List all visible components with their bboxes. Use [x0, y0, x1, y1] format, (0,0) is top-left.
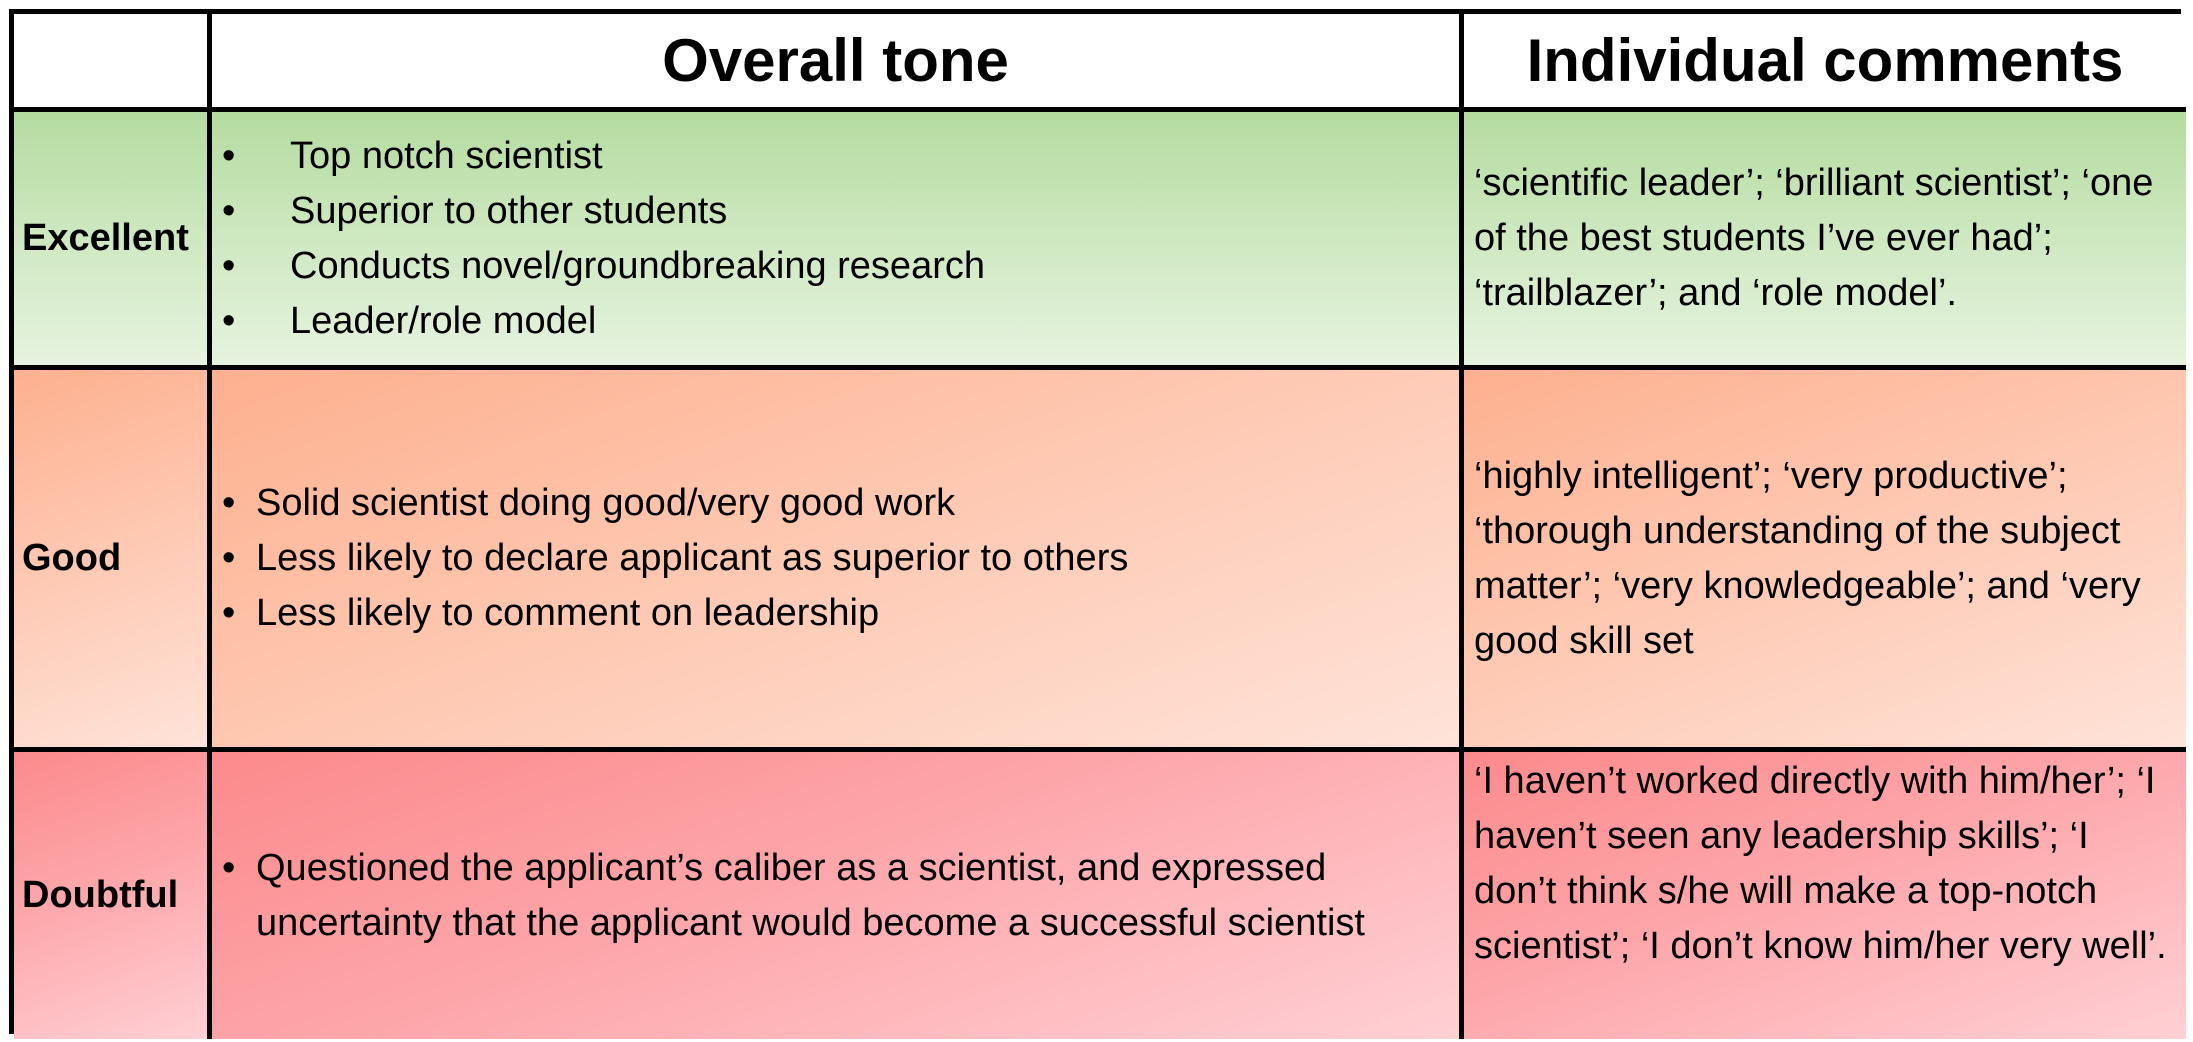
list-item: • Less likely to declare applicant as sup…	[212, 531, 1459, 586]
row-label-excellent: Excellent	[14, 112, 212, 370]
list-item-text: Superior to other students	[290, 189, 728, 232]
bullet-icon: •	[222, 482, 236, 524]
comments-cell-excellent: ‘scientific leader’; ‘brilliant scientis…	[1464, 112, 2186, 370]
bullet-icon: •	[222, 134, 236, 177]
row-label-good: Good	[14, 370, 212, 752]
bullet-icon: •	[222, 189, 236, 232]
list-item: • Conducts novel/groundbreaking research	[212, 239, 1459, 294]
comments-text: ‘scientific leader’; ‘brilliant scientis…	[1474, 162, 2154, 314]
list-item-text: Less likely to comment on leadership	[256, 592, 880, 634]
row-label-text: Excellent	[22, 217, 189, 259]
list-item: • Solid scientist doing good/very good wo…	[212, 476, 1459, 531]
bullet-icon: •	[222, 592, 236, 634]
bullet-icon: •	[222, 537, 236, 579]
list-item: • Questioned the applicant’s caliber as a…	[212, 841, 1459, 951]
list-item: • Top notch scientist	[212, 129, 1459, 184]
row-label-text: Doubtful	[22, 874, 179, 916]
list-item-text: Conducts novel/groundbreaking research	[290, 244, 985, 287]
list-item-text: Less likely to declare applicant as supe…	[256, 537, 1129, 579]
list-item: • Less likely to comment on leadership	[212, 586, 1459, 641]
corner-header-cell	[14, 14, 212, 112]
list-item-text: Solid scientist doing good/very good wor…	[256, 482, 956, 524]
list-item-text: Questioned the applicant’s caliber as a …	[256, 846, 1365, 944]
list-item: • Superior to other students	[212, 184, 1459, 239]
overall-tone-header: Overall tone	[212, 14, 1464, 112]
list-item-text: Leader/role model	[290, 299, 597, 342]
list-item: • Leader/role model	[212, 294, 1459, 349]
individual-comments-header-text: Individual comments	[1526, 27, 2124, 94]
comments-cell-good: ‘highly intelligent’; ‘very productive’;…	[1464, 370, 2186, 752]
row-label-text: Good	[22, 537, 122, 579]
tone-list-excellent: • Top notch scientist • Superior to other …	[212, 129, 1459, 349]
bullet-icon: •	[222, 299, 236, 342]
comments-cell-doubtful: ‘I haven’t worked directly with him/her’…	[1464, 752, 2186, 1039]
bullet-icon: •	[222, 846, 236, 889]
row-label-doubtful: Doubtful	[14, 752, 212, 1039]
individual-comments-header: Individual comments	[1464, 14, 2186, 112]
tone-list-good: • Solid scientist doing good/very good wo…	[212, 476, 1459, 641]
comments-text: ‘I haven’t worked directly with him/her’…	[1474, 760, 2167, 967]
tone-cell-doubtful: • Questioned the applicant’s caliber as a…	[212, 752, 1464, 1039]
tone-cell-excellent: • Top notch scientist • Superior to other …	[212, 112, 1464, 370]
tone-list-doubtful: • Questioned the applicant’s caliber as a…	[212, 841, 1459, 951]
overall-tone-header-text: Overall tone	[662, 27, 1009, 94]
bullet-icon: •	[222, 244, 236, 287]
tone-cell-good: • Solid scientist doing good/very good wo…	[212, 370, 1464, 752]
reference-tone-table: Overall tone Individual comments Excelle…	[9, 9, 2186, 1039]
list-item-text: Top notch scientist	[290, 134, 603, 177]
comments-text: ‘highly intelligent’; ‘very productive’;…	[1474, 454, 2141, 662]
